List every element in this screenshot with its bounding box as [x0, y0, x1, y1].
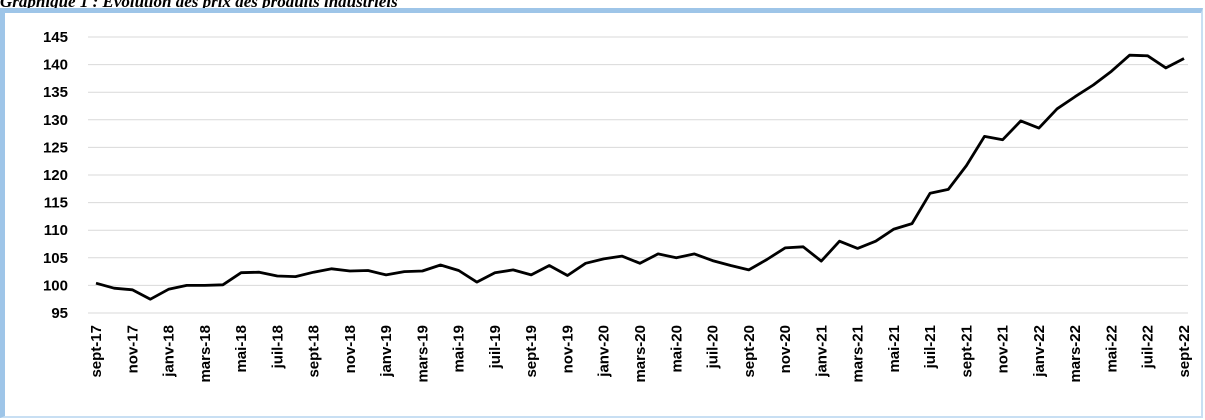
y-tick-label: 130	[43, 112, 68, 129]
x-tick-label: sept-22	[1176, 325, 1193, 378]
x-tick-label: sept-17	[88, 325, 105, 378]
y-axis-tick-labels: 95 100 105 110 115 120 125 130 135 140 145	[43, 29, 68, 322]
x-tick-label: mars-19	[414, 325, 431, 383]
x-tick-label: mars-20	[632, 325, 649, 383]
gridlines	[88, 36, 1188, 314]
x-tick-label: sept-21	[958, 325, 975, 378]
data-series	[95, 53, 1185, 301]
x-tick-label: mai-21	[886, 325, 903, 373]
x-tick-label: nov-21	[995, 325, 1012, 373]
x-tick-label: mai-19	[451, 325, 468, 373]
x-tick-label: sept-20	[741, 325, 758, 378]
x-tick-label: juil-21	[922, 325, 939, 369]
x-axis-tick-labels: sept-17 nov-17 janv-18 mars-18 mai-18 juil-18…	[88, 325, 1193, 383]
x-tick-label: juil-22	[1140, 325, 1157, 369]
x-tick-label: janv-21	[813, 325, 830, 378]
y-tick-label: 110	[44, 222, 68, 239]
x-tick-label: nov-20	[777, 325, 794, 373]
x-tick-label: juil-18	[269, 325, 286, 369]
chart-caption: Graphique 1 : Évolution des prix des pro…	[0, 0, 398, 11]
y-tick-label: 105	[43, 250, 68, 267]
x-tick-label: janv-18	[161, 325, 178, 378]
x-tick-label: juil-19	[487, 325, 504, 369]
x-tick-label: mars-18	[197, 325, 214, 383]
y-tick-label: 145	[43, 29, 68, 46]
y-tick-label: 100	[43, 277, 68, 294]
x-tick-label: mai-20	[668, 325, 685, 373]
y-tick-label: 125	[43, 139, 68, 156]
x-tick-label: sept-19	[523, 325, 540, 378]
x-tick-label: nov-19	[559, 325, 576, 373]
y-tick-label: 95	[51, 305, 68, 322]
x-tick-label: mai-18	[233, 325, 250, 373]
x-tick-label: janv-20	[596, 325, 613, 378]
x-tick-label: mars-21	[850, 325, 867, 383]
x-tick-label: nov-18	[342, 325, 359, 373]
chart-frame	[0, 8, 1203, 418]
x-tick-label: juil-20	[705, 325, 722, 369]
x-tick-label: nov-17	[124, 325, 141, 373]
x-tick-label: mai-22	[1103, 325, 1120, 373]
x-tick-label: janv-22	[1031, 325, 1048, 378]
x-tick-label: janv-19	[378, 325, 395, 378]
x-tick-label: mars-22	[1067, 325, 1084, 383]
y-tick-label: 115	[44, 195, 68, 212]
y-tick-label: 120	[43, 167, 68, 184]
series-line	[95, 53, 1185, 301]
y-tick-label: 140	[43, 57, 68, 74]
y-tick-label: 135	[43, 84, 68, 101]
x-tick-label: sept-18	[306, 325, 323, 378]
